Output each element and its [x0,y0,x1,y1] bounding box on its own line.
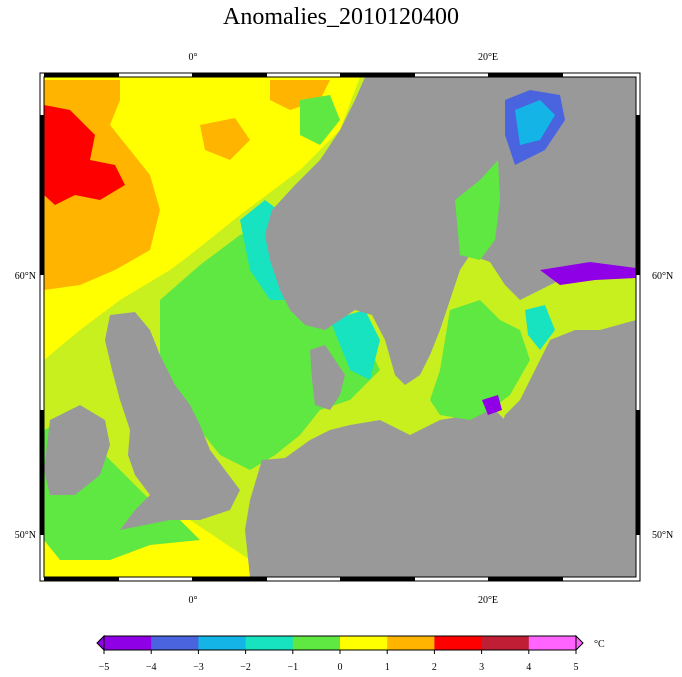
land-ireland [44,405,110,495]
colorbar-tick-label: 5 [574,662,579,673]
anomaly-region-green-ne [300,95,340,145]
colorbar-segment [481,636,530,650]
colorbar-segment [434,636,483,650]
anomaly-region-riga-cyan [525,305,555,350]
top-lon-label-1: 20°E [478,52,498,63]
colorbar-left-arrow [96,634,105,652]
colorbar-tick-label: 2 [432,662,437,673]
colorbar: −5 −4 −3 −2 −1 0 1 2 3 4 5 [96,634,584,673]
colorbar-tick-label: −1 [287,662,298,673]
colorbar-segment [292,636,341,650]
colorbar-right-arrow [575,634,584,652]
bottom-lon-label-1: 20°E [478,595,498,606]
left-lat-label-0: 60°N [15,271,36,282]
left-lat-label-1: 50°N [15,530,36,541]
colorbar-tick-label: −2 [240,662,251,673]
anomaly-region-bothnia-cyan [515,100,555,145]
colorbar-tick-label: 3 [479,662,484,673]
colorbar-tick-label: 0 [338,662,343,673]
map-frame [39,72,641,582]
colorbar-tick-label: −5 [99,662,110,673]
colorbar-tick-label: 4 [526,662,531,673]
colorbar-tick-label: −4 [146,662,157,673]
colorbar-tick-label: 1 [385,662,390,673]
anomaly-region-baltic-green [430,300,530,420]
colorbar-segment [528,636,577,650]
bottom-lon-label-0: 0° [189,595,198,606]
right-lat-label-0: 60°N [652,271,673,282]
land-baltic-states [500,320,636,577]
colorbar-segment [151,636,199,650]
anomaly-region-finland-gulf-purple [540,262,636,285]
land-continental-europe [245,410,505,577]
colorbar-tick-label: −3 [193,662,204,673]
colorbar-segment [198,636,247,650]
anomaly-region-cyan-skagerrak [330,310,380,380]
anomaly-region-red-1 [44,105,125,205]
right-lat-label-1: 50°N [652,530,673,541]
anomaly-region-orange-2 [200,118,250,160]
map-title: Anomalies_2010120400 [223,4,459,30]
colorbar-segment [387,636,435,650]
anomaly-region-bothnia-green [455,160,500,260]
colorbar-segment [245,636,294,650]
colorbar-unit: °C [594,639,605,650]
map-panel [44,77,636,577]
land-denmark [310,345,345,410]
top-lon-label-0: 0° [189,52,198,63]
land-great-britain [105,312,240,530]
colorbar-segment [104,636,152,650]
anomaly-region-orange-3 [270,80,330,110]
colorbar-segment [340,636,388,650]
anomaly-region-baltic-purple [482,395,502,415]
